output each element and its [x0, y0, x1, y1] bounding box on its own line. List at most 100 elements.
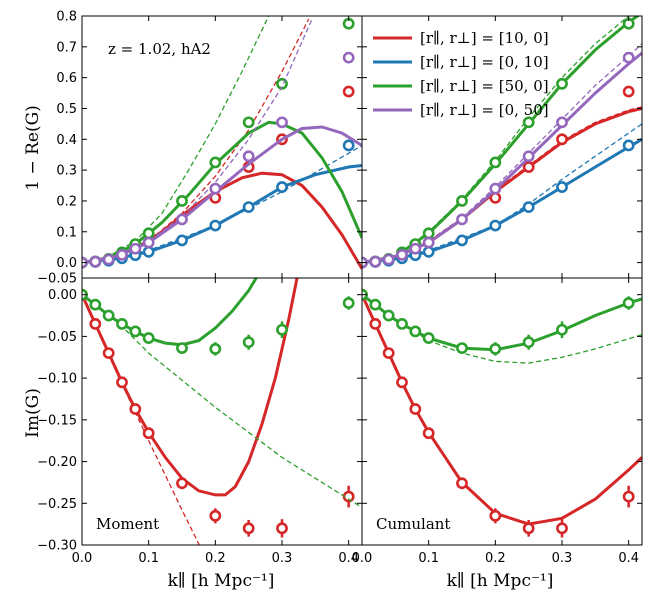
data-point	[276, 116, 288, 129]
y-tick-label: −0.05	[37, 272, 77, 287]
data-point	[556, 323, 568, 336]
data-point	[342, 297, 355, 309]
x-tick-label: 0.3	[552, 551, 573, 566]
data-point	[342, 51, 355, 64]
x-tick-label: 0.0	[352, 551, 373, 566]
legend-label: [r∥, r⊥] = [10, 0]	[420, 29, 549, 47]
data-point	[489, 156, 502, 169]
data-point	[522, 336, 535, 349]
data-point	[382, 347, 395, 359]
data-point	[422, 427, 435, 440]
data-point	[102, 347, 115, 359]
data-point	[209, 219, 222, 232]
solid-line--r-r-50-0-	[362, 16, 641, 265]
data-point	[456, 342, 468, 354]
y-tick-label: 0.00	[48, 288, 77, 303]
panel-top-left: 0.0 0.1 0.2 0.3 0.4 0.5 0.6 0.7 0.8 −0.05	[37, 10, 363, 287]
plot-area-top-left	[82, 16, 362, 270]
solid-line--r-r-50-0-	[82, 278, 258, 347]
data-point	[456, 195, 468, 207]
data-point	[369, 255, 382, 268]
data-point	[142, 427, 155, 440]
y-tick-label: −0.05	[37, 330, 77, 345]
data-point	[522, 201, 535, 214]
solid-line--r-r-10-0-	[82, 278, 299, 497]
data-point	[456, 234, 468, 247]
y-tick-label: 0.4	[56, 133, 77, 148]
data-point	[242, 150, 255, 163]
solid-line--r-r-0-50-	[82, 125, 362, 265]
panel-bottom-right: 0.0 0.1 0.2 0.3 0.4	[352, 277, 643, 566]
panel-label-moment: Moment	[96, 515, 159, 533]
data-point	[369, 317, 382, 330]
y-tick-label: −0.10	[37, 372, 77, 387]
data-point	[176, 234, 188, 247]
data-point	[522, 161, 535, 173]
data-point	[242, 336, 255, 349]
data-point	[396, 376, 408, 389]
data-point	[489, 182, 502, 195]
data-point	[209, 509, 222, 522]
plot-area-bottom-right	[362, 288, 642, 538]
data-point	[409, 325, 422, 338]
y-tick-label: 0.3	[56, 164, 77, 179]
legend-label: [r∥, r⊥] = [0, 50]	[420, 101, 549, 119]
data-point	[102, 309, 115, 322]
x-tick-label: 0.4	[618, 551, 639, 566]
data-point	[622, 85, 635, 98]
panel-bottom-left: 0.0 0.1 0.2 0.3 0.4 0.00 −0.05 −0.10 −0.15 −0.20 −…	[37, 277, 363, 566]
data-point	[522, 116, 535, 129]
data-point	[276, 522, 288, 535]
data-point	[409, 242, 422, 255]
data-point	[102, 253, 115, 266]
y-label-bottom: Im(G)	[23, 388, 43, 438]
data-point	[422, 227, 435, 240]
data-point	[276, 181, 288, 193]
data-point	[422, 332, 435, 344]
data-point	[176, 213, 188, 226]
redshift-annotation: z = 1.02, hA2	[108, 40, 211, 58]
data-point	[209, 343, 222, 355]
plot-area-bottom-left	[82, 278, 362, 545]
data-point	[489, 509, 502, 522]
data-point	[369, 298, 382, 311]
dashed-line--r-r-10-0-	[82, 18, 310, 264]
data-point	[382, 309, 395, 322]
data-point	[422, 236, 435, 249]
y-tick-label: 0.5	[56, 102, 77, 117]
data-point	[556, 116, 568, 129]
data-point	[622, 297, 635, 309]
data-point	[116, 248, 128, 261]
y-tick-label: 0.2	[56, 194, 77, 209]
axes-frame	[81, 277, 363, 546]
plot-area-top-right	[362, 16, 642, 269]
y-tick-label: 0.0	[56, 256, 77, 271]
y-label-top: 1 − Re(G)	[23, 105, 43, 191]
data-point	[342, 85, 355, 98]
data-point	[522, 150, 535, 163]
panel-label-cumulant: Cumulant	[376, 515, 450, 533]
data-point	[409, 403, 422, 415]
y-tick-label: −0.25	[37, 497, 77, 512]
data-point	[489, 343, 502, 355]
y-tick-label: 0.7	[56, 40, 77, 55]
data-point	[129, 242, 142, 255]
data-point	[556, 77, 568, 90]
data-point	[129, 403, 142, 415]
data-point	[456, 213, 468, 226]
data-point	[456, 477, 468, 490]
data-point	[382, 253, 395, 266]
data-point	[396, 248, 408, 261]
legend-label: [r∥, r⊥] = [0, 10]	[420, 53, 549, 71]
data-point	[89, 298, 102, 311]
data-point	[142, 236, 155, 249]
data-point	[89, 317, 102, 330]
data-point	[89, 255, 102, 268]
x-tick-label: 0.1	[418, 551, 439, 566]
data-point	[142, 332, 155, 344]
data-point	[142, 227, 155, 240]
data-point	[176, 342, 188, 354]
data-point	[276, 323, 288, 336]
y-tick-label: −0.15	[37, 413, 77, 428]
